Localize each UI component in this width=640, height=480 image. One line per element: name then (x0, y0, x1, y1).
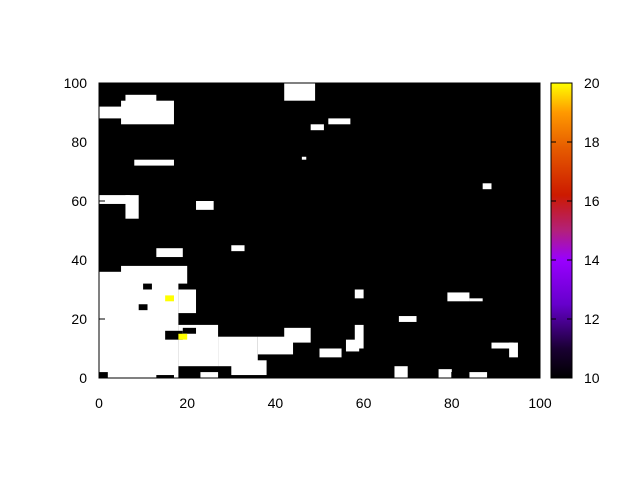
heatmap-cell-white (301, 156, 307, 160)
heatmap-cell-white (319, 348, 342, 358)
y-tick-label: 20 (71, 311, 87, 327)
heatmap-cell-white (491, 342, 514, 349)
x-tick-label: 40 (268, 395, 284, 411)
colorbar-axis: 10 12 14 16 18 20 (551, 75, 600, 386)
heatmap-cell-white (99, 195, 130, 204)
heatmap-cells (99, 83, 518, 378)
heatmap-cell-white (469, 372, 488, 378)
heatmap-cell-white (231, 360, 267, 376)
heatmap-cell-white (196, 201, 214, 210)
heatmap-cell-white (354, 324, 364, 349)
x-axis: 0 20 40 60 80 100 (95, 83, 552, 411)
heatmap-cell-black (187, 316, 197, 322)
heatmap-cell-white (482, 183, 492, 190)
colorbar-tick-label: 10 (584, 370, 600, 386)
heatmap-cell-black (156, 375, 174, 378)
heatmap-cell-white (398, 316, 417, 322)
colorbar-tick-label: 14 (584, 252, 600, 268)
heatmap-cell-white (469, 298, 483, 302)
heatmap-cell-white (310, 124, 324, 131)
heatmap-cell-white (125, 94, 157, 107)
colorbar-tick-label: 12 (584, 311, 600, 327)
y-tick-label: 60 (71, 193, 87, 209)
heatmap-cell-black (138, 304, 148, 311)
x-tick-label: 80 (444, 395, 460, 411)
x-tick-label: 20 (179, 395, 195, 411)
heatmap-cell-white (447, 292, 470, 302)
plot-frame (98, 82, 541, 379)
heatmap-cell-white (134, 159, 174, 166)
heatmap-cell-white (394, 366, 408, 378)
heatmap-cell-white (284, 83, 316, 101)
heatmap-cell-white (345, 339, 360, 352)
heatmap-cell-white (284, 327, 311, 343)
colorbar-tick-label: 20 (584, 75, 600, 91)
heatmap-cell-white (121, 265, 188, 284)
colorbar-tick-label: 16 (584, 193, 600, 209)
heatmap-cell-white (178, 289, 197, 314)
y-tick-label: 0 (79, 370, 87, 386)
heatmap-cell-white (438, 369, 452, 378)
heatmap-cell-black (99, 372, 108, 378)
heatmap-cell-white (99, 106, 126, 119)
heatmap-cell-black (182, 327, 197, 334)
heatmap-cell-white (509, 342, 518, 358)
heatmap-cell-white (156, 248, 183, 258)
y-tick-label: 40 (71, 252, 87, 268)
heatmap-cell-white (354, 289, 364, 299)
heatmap-cell-white (200, 372, 219, 378)
x-tick-label: 100 (528, 395, 552, 411)
heatmap-cell-white (231, 245, 245, 252)
colorbar (550, 82, 573, 379)
heatmap-cell-highlight (178, 333, 188, 340)
y-axis: 0 20 40 60 80 100 (64, 75, 540, 386)
x-tick-label: 0 (95, 395, 103, 411)
heatmap-cell-white (99, 271, 179, 378)
colorbar-tick-label: 18 (584, 134, 600, 150)
y-tick-label: 80 (71, 134, 87, 150)
x-tick-label: 60 (356, 395, 372, 411)
heatmap-cell-highlight (165, 295, 174, 302)
y-tick-label: 100 (64, 75, 88, 91)
heatmap-cell-black (143, 283, 152, 290)
heatmap-cell-black (165, 330, 183, 340)
heatmap-cell-white (328, 118, 351, 125)
